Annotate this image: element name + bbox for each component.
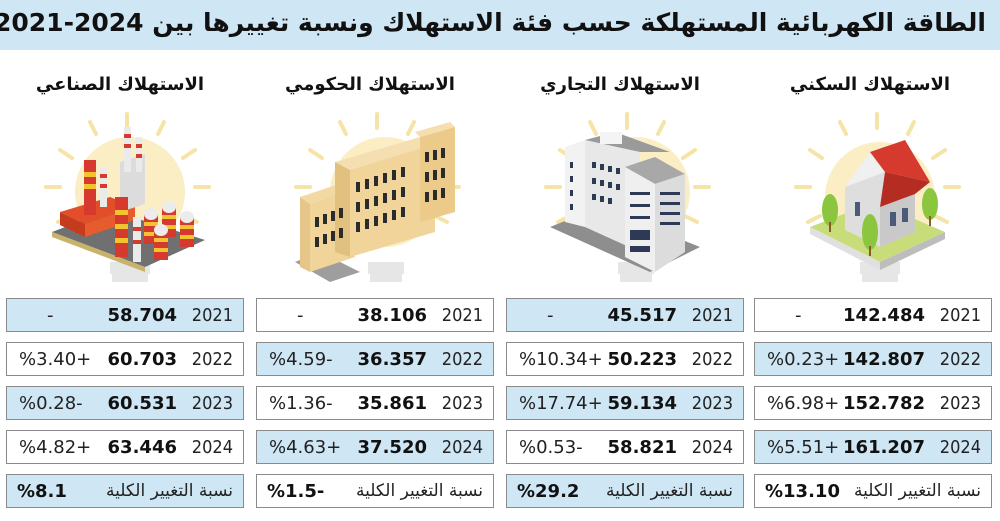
value: 50.223 (607, 348, 677, 370)
total-row: نسبة التغيير الكلية %1.5- (256, 474, 494, 508)
year: 2022 (691, 348, 733, 370)
change: %10.34+ (519, 348, 603, 370)
year: 2024 (441, 436, 483, 458)
column-commercial: الاستهلاك التجاري (500, 50, 750, 521)
total-label: نسبة التغيير الكلية (356, 481, 483, 501)
table-row: 2023 152.782 %6.98+ (754, 386, 992, 420)
column-title: الاستهلاك السكني (789, 74, 951, 95)
change: %0.23+ (767, 348, 840, 370)
year: 2021 (441, 304, 483, 326)
total-row: نسبة التغيير الكلية %29.2 (506, 474, 744, 508)
page-title: الطاقة الكهربائية المستهلكة حسب فئة الاس… (0, 0, 1000, 50)
table-row: 2021 45.517 - (506, 298, 744, 332)
change: %0.28- (19, 392, 83, 414)
house-icon (790, 112, 965, 292)
column-title: الاستهلاك الحكومي (285, 74, 455, 95)
column-residential: الاستهلاك السكني (750, 50, 1000, 521)
column-title: الاستهلاك التجاري (540, 74, 700, 95)
value: 60.703 (107, 348, 177, 370)
table-row: 2024 58.821 %0.53- (506, 430, 744, 464)
change: %17.74+ (519, 392, 603, 414)
total-label: نسبة التغيير الكلية (106, 481, 233, 501)
title-text: الطاقة الكهربائية المستهلكة حسب فئة الاس… (0, 8, 986, 37)
change: - (795, 304, 802, 326)
change: %4.82+ (19, 436, 92, 458)
table-row: 2022 36.357 %4.59- (256, 342, 494, 376)
year: 2024 (191, 436, 233, 458)
value: 142.484 (843, 304, 925, 326)
table-row: 2024 161.207 %5.51+ (754, 430, 992, 464)
change: %0.53- (519, 436, 583, 458)
change: %6.98+ (767, 392, 840, 414)
value: 161.207 (843, 436, 925, 458)
value: 36.357 (357, 348, 427, 370)
total-value: %1.5- (267, 480, 325, 502)
office-building-icon (540, 112, 715, 292)
change: - (297, 304, 304, 326)
table-row: 2024 63.446 %4.82+ (6, 430, 244, 464)
year: 2023 (441, 392, 483, 414)
table-row: 2022 60.703 %3.40+ (6, 342, 244, 376)
year: 2022 (441, 348, 483, 370)
change: %4.63+ (269, 436, 342, 458)
value: 38.106 (357, 304, 427, 326)
total-label: نسبة التغيير الكلية (854, 481, 981, 501)
year: 2024 (939, 436, 981, 458)
value: 58.704 (107, 304, 177, 326)
value: 60.531 (107, 392, 177, 414)
change: %1.36- (269, 392, 333, 414)
column-industrial: الاستهلاك الصناعي (0, 50, 250, 521)
value: 45.517 (607, 304, 677, 326)
year: 2023 (691, 392, 733, 414)
value: 37.520 (357, 436, 427, 458)
year: 2021 (191, 304, 233, 326)
change: %5.51+ (767, 436, 840, 458)
table-row: 2024 37.520 %4.63+ (256, 430, 494, 464)
table-row: 2022 142.807 %0.23+ (754, 342, 992, 376)
year: 2022 (939, 348, 981, 370)
table-row: 2021 58.704 - (6, 298, 244, 332)
table-row: 2023 60.531 %0.28- (6, 386, 244, 420)
year: 2021 (939, 304, 981, 326)
category-columns: الاستهلاك السكني (0, 50, 1000, 521)
value: 59.134 (607, 392, 677, 414)
table-row: 2021 142.484 - (754, 298, 992, 332)
year: 2023 (191, 392, 233, 414)
total-value: %13.10 (765, 480, 840, 502)
year: 2022 (191, 348, 233, 370)
change: - (547, 304, 554, 326)
value: 142.807 (843, 348, 925, 370)
table-row: 2021 38.106 - (256, 298, 494, 332)
total-row: نسبة التغيير الكلية %8.1 (6, 474, 244, 508)
column-government: الاستهلاك الحكومي (250, 50, 500, 521)
value: 58.821 (607, 436, 677, 458)
change: - (47, 304, 54, 326)
change: %4.59- (269, 348, 333, 370)
total-value: %29.2 (517, 480, 580, 502)
government-building-icon (290, 112, 465, 292)
value: 152.782 (843, 392, 925, 414)
table-row: 2023 35.861 %1.36- (256, 386, 494, 420)
total-row: نسبة التغيير الكلية %13.10 (754, 474, 992, 508)
table-row: 2022 50.223 %10.34+ (506, 342, 744, 376)
factory-icon (40, 112, 215, 292)
change: %3.40+ (19, 348, 92, 370)
year: 2024 (691, 436, 733, 458)
table-row: 2023 59.134 %17.74+ (506, 386, 744, 420)
value: 35.861 (357, 392, 427, 414)
year: 2021 (691, 304, 733, 326)
total-label: نسبة التغيير الكلية (606, 481, 733, 501)
year: 2023 (939, 392, 981, 414)
column-title: الاستهلاك الصناعي (35, 74, 205, 95)
value: 63.446 (107, 436, 177, 458)
total-value: %8.1 (17, 480, 67, 502)
